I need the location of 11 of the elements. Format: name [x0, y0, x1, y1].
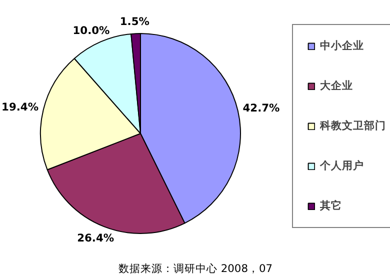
data-label: 1.5%: [120, 15, 150, 28]
legend-label: 其它: [320, 199, 342, 213]
data-label: 19.4%: [2, 100, 39, 114]
source-note: 数据来源：调研中心 2008，07: [118, 262, 273, 275]
legend-label: 中小企业: [320, 39, 364, 53]
data-label: 10.0%: [72, 24, 110, 38]
data-label: 42.7%: [242, 102, 280, 115]
legend-label: 个人用户: [320, 159, 364, 173]
legend-label: 科教文卫部门: [320, 119, 386, 133]
data-label: 26.4%: [77, 231, 114, 244]
legend-label: 大企业: [320, 79, 353, 93]
